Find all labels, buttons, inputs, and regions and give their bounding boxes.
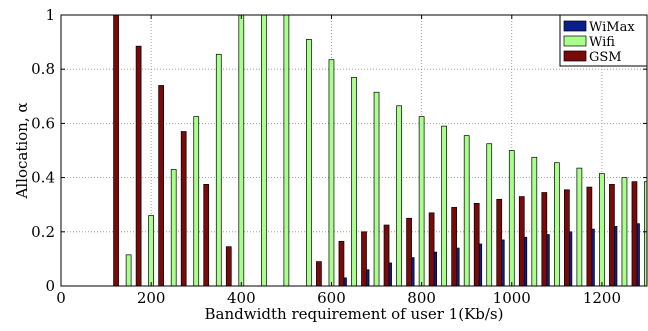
bar-wifi-700 (373, 91, 380, 287)
bar-gsm-750 (406, 217, 412, 287)
bar-gsm-550 (316, 261, 322, 287)
legend-swatch-wimax (563, 20, 587, 32)
bar-wifi-500 (283, 14, 290, 287)
bar-gsm-800 (428, 212, 435, 287)
bar-gsm-1250 (631, 181, 638, 287)
bar-gsm-700 (383, 224, 390, 287)
x-tick-label-3: 600 (317, 289, 346, 307)
bar-wifi-1100 (553, 162, 560, 287)
x-tick-label-4: 800 (407, 289, 436, 307)
x-tick-label-6: 1200 (583, 289, 621, 307)
bar-gsm-300 (203, 184, 210, 287)
bar-wifi-150 (125, 254, 132, 287)
bars (113, 14, 648, 287)
bar-wifi-450 (260, 14, 267, 287)
y-tick-label-3: 0.6 (31, 114, 55, 132)
x-tick-label-1: 200 (137, 289, 166, 307)
bar-gsm-1100 (563, 189, 570, 287)
bar-gsm-250 (180, 131, 187, 287)
bar-gsm-900 (473, 202, 480, 287)
plot-frame (60, 14, 648, 287)
legend-label-wifi: Wifi (589, 35, 615, 50)
y-tick-label-0: 0 (45, 277, 55, 295)
bar-gsm-200 (158, 85, 165, 287)
bar-gsm-1000 (518, 196, 525, 287)
bar-wifi-250 (170, 169, 177, 287)
legend-swatch-wifi (563, 35, 587, 47)
x-axis-title: Bandwidth requirement of user 1(Kb/s) (205, 305, 504, 323)
legend-label-wimax: WiMax (589, 20, 635, 35)
bar-wifi-1250 (621, 177, 628, 287)
y-tick-label-2: 0.4 (31, 169, 55, 187)
bar-wifi-650 (351, 76, 357, 287)
bar-wifi-1050 (531, 156, 538, 287)
bar-wifi-300 (193, 116, 200, 287)
legend-label-gsm: GSM (589, 50, 622, 65)
bar-gsm-850 (451, 207, 458, 287)
bar-gsm-350 (225, 246, 232, 287)
x-tick-label-5: 1000 (493, 289, 531, 307)
bar-gsm-650 (361, 231, 367, 287)
bar-gsm-950 (496, 198, 503, 287)
bar-wifi-1200 (599, 173, 605, 287)
bar-wifi-400 (238, 14, 245, 287)
y-axis-title: Allocation, α (13, 103, 31, 200)
bar-wifi-1150 (576, 167, 583, 287)
bar-gsm-1200 (609, 184, 615, 287)
bar-gsm-600 (338, 240, 345, 287)
x-tick-label-2: 400 (227, 289, 256, 307)
y-tick-label-1: 0.2 (31, 223, 55, 241)
bar-wifi-950 (486, 143, 493, 287)
bar-gsm-1050 (541, 192, 548, 287)
bar-wifi-900 (463, 135, 470, 287)
bar-gsm-100 (113, 14, 119, 287)
bar-gsm-1150 (586, 186, 593, 287)
legend-swatch-gsm (563, 50, 587, 62)
bar-wifi-750 (396, 105, 402, 287)
x-tick-label-0: 0 (56, 289, 66, 307)
bar-wifi-850 (441, 125, 448, 287)
bar-wifi-800 (418, 116, 425, 287)
bar-wifi-1000 (508, 150, 515, 287)
y-tick-label-4: 0.8 (31, 60, 55, 78)
bar-wifi-350 (215, 53, 222, 287)
bar-wifi-600 (328, 59, 335, 287)
bar-wifi-200 (148, 215, 155, 287)
bar-wifi-550 (306, 39, 312, 287)
y-tick-label-5: 1 (45, 6, 55, 24)
bar-gsm-150 (135, 45, 142, 287)
